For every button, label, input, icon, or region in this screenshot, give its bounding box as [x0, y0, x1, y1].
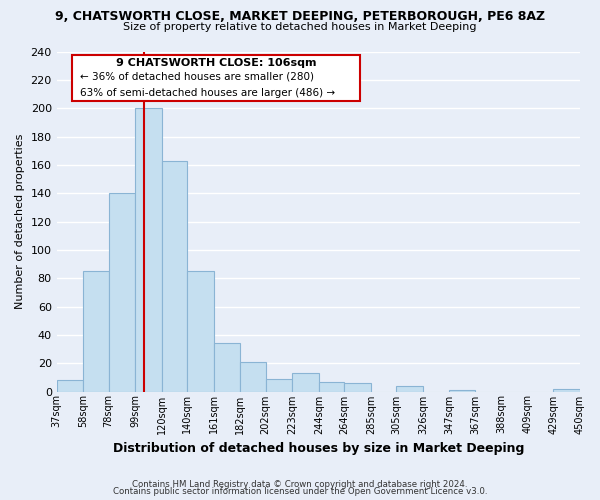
Text: Contains public sector information licensed under the Open Government Licence v3: Contains public sector information licen…: [113, 488, 487, 496]
Text: 9, CHATSWORTH CLOSE, MARKET DEEPING, PETERBOROUGH, PE6 8AZ: 9, CHATSWORTH CLOSE, MARKET DEEPING, PET…: [55, 10, 545, 23]
Bar: [214, 344, 241, 392]
Text: Size of property relative to detached houses in Market Deeping: Size of property relative to detached ho…: [123, 22, 477, 32]
Bar: [83, 271, 109, 392]
Text: ← 36% of detached houses are smaller (280): ← 36% of detached houses are smaller (28…: [80, 72, 314, 82]
Bar: [292, 373, 319, 392]
Bar: [135, 108, 162, 392]
Bar: [449, 390, 475, 392]
Bar: [319, 382, 344, 392]
FancyBboxPatch shape: [73, 55, 360, 101]
Bar: [56, 380, 83, 392]
Bar: [162, 160, 187, 392]
Text: 9 CHATSWORTH CLOSE: 106sqm: 9 CHATSWORTH CLOSE: 106sqm: [116, 58, 317, 68]
Bar: [109, 193, 135, 392]
Y-axis label: Number of detached properties: Number of detached properties: [15, 134, 25, 309]
Bar: [187, 271, 214, 392]
Bar: [344, 383, 371, 392]
Bar: [241, 362, 266, 392]
X-axis label: Distribution of detached houses by size in Market Deeping: Distribution of detached houses by size …: [113, 442, 524, 455]
Bar: [396, 386, 423, 392]
Bar: [266, 379, 292, 392]
Bar: [553, 388, 580, 392]
Text: 63% of semi-detached houses are larger (486) →: 63% of semi-detached houses are larger (…: [80, 88, 335, 98]
Text: Contains HM Land Registry data © Crown copyright and database right 2024.: Contains HM Land Registry data © Crown c…: [132, 480, 468, 489]
